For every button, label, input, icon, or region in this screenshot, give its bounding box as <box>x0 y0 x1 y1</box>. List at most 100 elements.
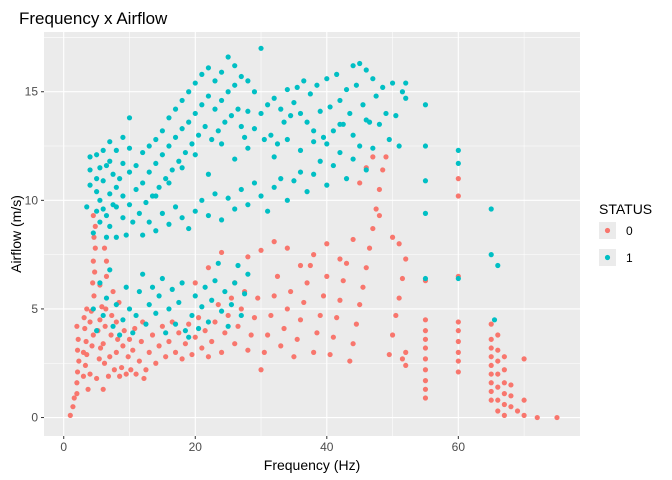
point-status-0 <box>304 280 310 286</box>
point-status-1 <box>241 291 248 297</box>
point-status-1 <box>94 189 100 195</box>
point-status-1 <box>370 76 376 82</box>
point-status-0 <box>396 295 402 301</box>
point-status-0 <box>376 186 383 193</box>
point-status-0 <box>238 306 244 312</box>
point-status-0 <box>334 315 340 321</box>
point-status-0 <box>422 395 429 401</box>
point-status-1 <box>176 299 182 306</box>
point-status-1 <box>100 147 106 153</box>
point-status-0 <box>383 154 389 160</box>
point-status-0 <box>422 367 429 373</box>
point-status-0 <box>488 388 494 395</box>
point-status-1 <box>84 204 90 210</box>
point-status-0 <box>149 332 156 338</box>
point-status-0 <box>393 312 399 319</box>
point-status-1 <box>146 301 152 308</box>
point-status-1 <box>288 113 294 119</box>
point-status-1 <box>133 162 139 169</box>
point-status-1 <box>317 108 323 114</box>
point-status-0 <box>366 245 373 251</box>
point-status-0 <box>100 341 106 347</box>
point-status-1 <box>232 156 238 162</box>
point-status-1 <box>311 128 317 134</box>
point-status-1 <box>363 167 369 173</box>
point-status-1 <box>360 102 366 108</box>
point-status-0 <box>146 349 152 355</box>
point-status-0 <box>111 367 117 373</box>
point-status-1 <box>222 119 228 125</box>
point-status-0 <box>495 397 501 403</box>
point-status-0 <box>311 349 317 355</box>
point-status-1 <box>205 212 212 219</box>
point-status-0 <box>389 234 396 240</box>
point-status-1 <box>212 78 218 84</box>
point-status-1 <box>209 297 215 303</box>
point-status-0 <box>105 373 112 379</box>
point-status-1 <box>488 252 494 258</box>
point-status-1 <box>218 69 225 75</box>
point-status-1 <box>205 319 212 325</box>
point-status-1 <box>117 176 123 182</box>
point-status-0 <box>380 167 386 173</box>
point-status-0 <box>258 247 264 253</box>
point-status-1 <box>153 310 159 316</box>
point-status-1 <box>238 312 244 319</box>
point-status-1 <box>97 197 103 203</box>
point-status-1 <box>94 208 100 214</box>
point-status-1 <box>107 267 113 273</box>
point-status-1 <box>136 288 142 295</box>
point-status-0 <box>284 245 290 251</box>
point-status-1 <box>186 89 192 95</box>
point-status-1 <box>146 219 152 225</box>
point-status-0 <box>403 256 409 262</box>
point-status-1 <box>182 328 188 334</box>
point-status-0 <box>508 393 514 399</box>
point-status-1 <box>245 145 251 151</box>
point-status-1 <box>386 136 392 143</box>
point-status-1 <box>311 171 317 177</box>
point-status-1 <box>232 280 238 286</box>
point-status-0 <box>163 354 169 360</box>
point-status-1 <box>232 63 238 69</box>
point-status-1 <box>357 143 363 149</box>
point-status-1 <box>373 93 379 99</box>
point-status-1 <box>123 232 129 238</box>
point-status-1 <box>192 293 198 299</box>
point-status-0 <box>74 380 80 386</box>
point-status-1 <box>140 149 146 156</box>
point-status-0 <box>320 293 327 299</box>
point-status-0 <box>495 358 501 364</box>
point-status-1 <box>261 136 267 143</box>
point-status-0 <box>297 262 304 269</box>
point-status-0 <box>126 336 133 342</box>
point-status-1 <box>228 301 235 308</box>
point-status-1 <box>311 139 317 145</box>
point-status-1 <box>107 191 113 197</box>
point-status-0 <box>261 349 267 355</box>
point-status-1 <box>294 84 300 90</box>
point-status-1 <box>192 152 198 158</box>
point-status-1 <box>343 86 350 93</box>
point-status-1 <box>218 141 225 147</box>
point-status-1 <box>133 312 139 319</box>
point-status-0 <box>172 349 179 355</box>
y-tick-label: 15 <box>25 85 39 99</box>
point-status-0 <box>74 369 81 375</box>
point-status-1 <box>192 208 198 214</box>
point-status-0 <box>399 275 406 282</box>
point-status-0 <box>113 319 119 325</box>
point-status-0 <box>119 364 125 371</box>
point-status-0 <box>403 349 409 355</box>
point-status-0 <box>136 358 142 364</box>
point-status-0 <box>347 358 353 364</box>
point-status-0 <box>422 378 429 384</box>
point-status-0 <box>501 401 507 408</box>
point-status-1 <box>120 317 126 323</box>
point-status-0 <box>343 260 350 266</box>
point-status-0 <box>113 349 119 355</box>
point-status-0 <box>488 354 494 360</box>
point-status-1 <box>235 262 241 269</box>
point-status-0 <box>360 284 366 290</box>
point-status-1 <box>156 184 162 190</box>
